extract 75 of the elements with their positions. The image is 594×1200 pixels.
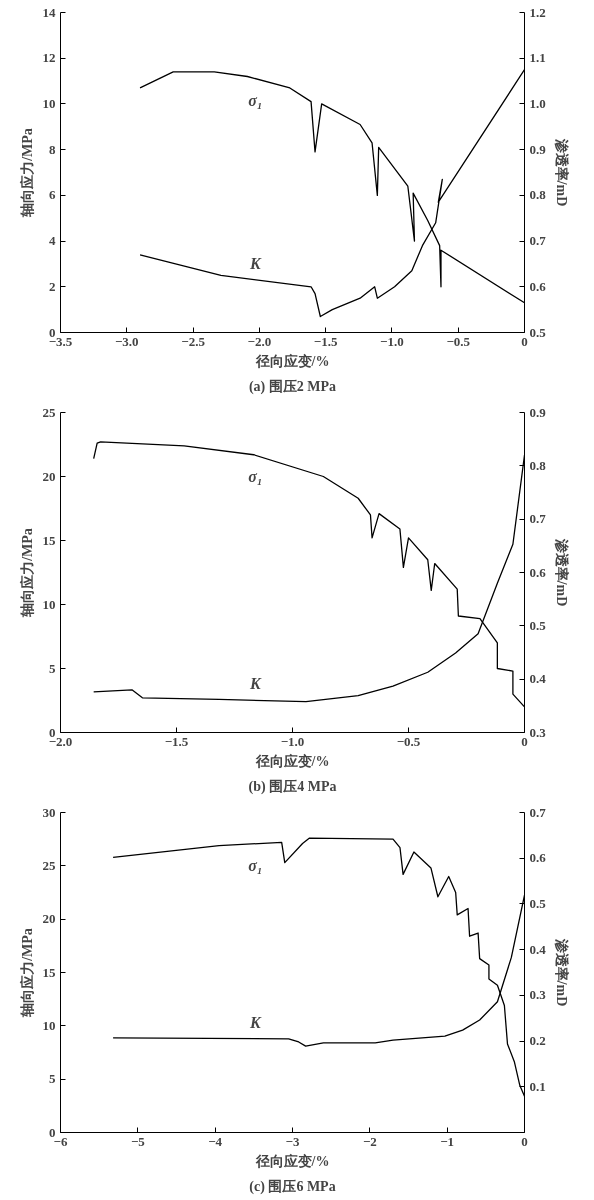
x-tick-label: −3.0: [114, 333, 139, 349]
y2-tick-label: 0.5: [529, 324, 547, 340]
x-tick-label: 0: [521, 1133, 528, 1149]
y-tick-label: 15: [42, 964, 56, 980]
series-label: K: [249, 675, 263, 693]
x-tick-label: −2.0: [247, 333, 272, 349]
x-tick-label: −4: [208, 1133, 223, 1149]
y2-tick-label: 0.6: [529, 278, 547, 294]
y-axis-title: 轴向应力/MPa: [18, 128, 35, 218]
x-tick-label: 0: [521, 333, 528, 349]
y-axis-title: 轴向应力/MPa: [18, 528, 35, 618]
x-tick-label: −5: [130, 1133, 146, 1149]
y2-tick-label: 0.7: [529, 511, 547, 527]
x-tick-label: −1.0: [280, 733, 305, 749]
x-tick-label: −1.5: [164, 733, 189, 749]
y2-tick-label: 1.0: [529, 95, 546, 111]
y-tick-label: 4: [49, 233, 56, 249]
y-axis-title: 轴向应力/MPa: [18, 928, 35, 1018]
y2-tick-label: 0.3: [529, 987, 547, 1003]
y-tick-label: 10: [42, 95, 56, 111]
y-tick-label: 2: [49, 278, 56, 294]
text: (a) 围压2 MPa: [248, 378, 337, 395]
y-tick-label: 10: [42, 596, 56, 612]
x-tick-label: −1.0: [380, 333, 404, 349]
series-label: σ₁: [248, 468, 263, 486]
y-tick-label: 20: [42, 468, 56, 484]
x-axis-title: 径向应变/%: [254, 1152, 330, 1169]
x-tick-label: −2.5: [181, 333, 206, 349]
x-axis-title: 径向应变/%: [254, 752, 330, 769]
y-tick-label: 20: [42, 911, 56, 927]
y-tick-label: 25: [42, 857, 56, 873]
x-tick-label: −0.5: [396, 733, 421, 749]
y-tick-label: 15: [42, 532, 56, 548]
x-tick-label: 0: [521, 733, 528, 749]
text: (c) 围压6 MPa: [249, 1178, 336, 1195]
y2-tick-label: 0.7: [529, 233, 547, 249]
y-tick-label: 14: [42, 4, 56, 20]
y2-tick-label: 0.2: [529, 1033, 546, 1049]
y2-tick-label: 0.7: [529, 804, 547, 820]
series-label: K: [249, 1013, 263, 1031]
y2-axis-title: 渗透率/mD: [553, 937, 570, 1007]
y2-tick-label: 0.8: [529, 457, 547, 473]
x-tick-label: −3: [285, 1133, 300, 1149]
x-tick-label: −1: [440, 1133, 455, 1149]
y2-tick-label: 0.8: [529, 187, 547, 203]
x-tick-label: −1.5: [313, 333, 338, 349]
y2-tick-label: 0.5: [529, 895, 547, 911]
series-label: σ₁: [248, 91, 263, 109]
y2-tick-label: 1.2: [529, 4, 546, 20]
y2-tick-label: 1.1: [529, 50, 546, 66]
x-axis-title: 径向应变/%: [254, 352, 330, 369]
y-tick-label: 12: [42, 50, 56, 66]
y2-tick-label: 0.6: [529, 850, 547, 866]
y2-tick-label: 0.6: [529, 564, 547, 580]
y2-tick-label: 0.5: [529, 617, 547, 633]
y-tick-label: 25: [42, 404, 56, 420]
y2-tick-label: 0.1: [529, 1078, 546, 1094]
x-tick-label: −0.5: [446, 333, 471, 349]
y-tick-label: 10: [42, 1017, 56, 1033]
y2-axis-title: 渗透率/mD: [553, 137, 570, 207]
text: (b) 围压4 MPa: [248, 778, 337, 795]
y-tick-label: 5: [49, 1071, 56, 1087]
y2-axis-title: 渗透率/mD: [553, 537, 570, 607]
y2-tick-label: 0.3: [529, 724, 547, 740]
y-tick-label: 5: [49, 660, 56, 676]
y2-tick-label: 0.4: [529, 941, 547, 957]
series-label: σ₁: [248, 856, 263, 874]
series-label: K: [249, 254, 263, 272]
y2-tick-label: 0.9: [529, 141, 547, 157]
y-tick-label: 6: [49, 187, 56, 203]
x-tick-label: −2: [362, 1133, 377, 1149]
y2-tick-label: 0.4: [529, 671, 547, 687]
y-tick-label: 8: [49, 141, 56, 157]
y2-tick-label: 0.9: [529, 404, 547, 420]
y-tick-label: 30: [42, 804, 56, 820]
